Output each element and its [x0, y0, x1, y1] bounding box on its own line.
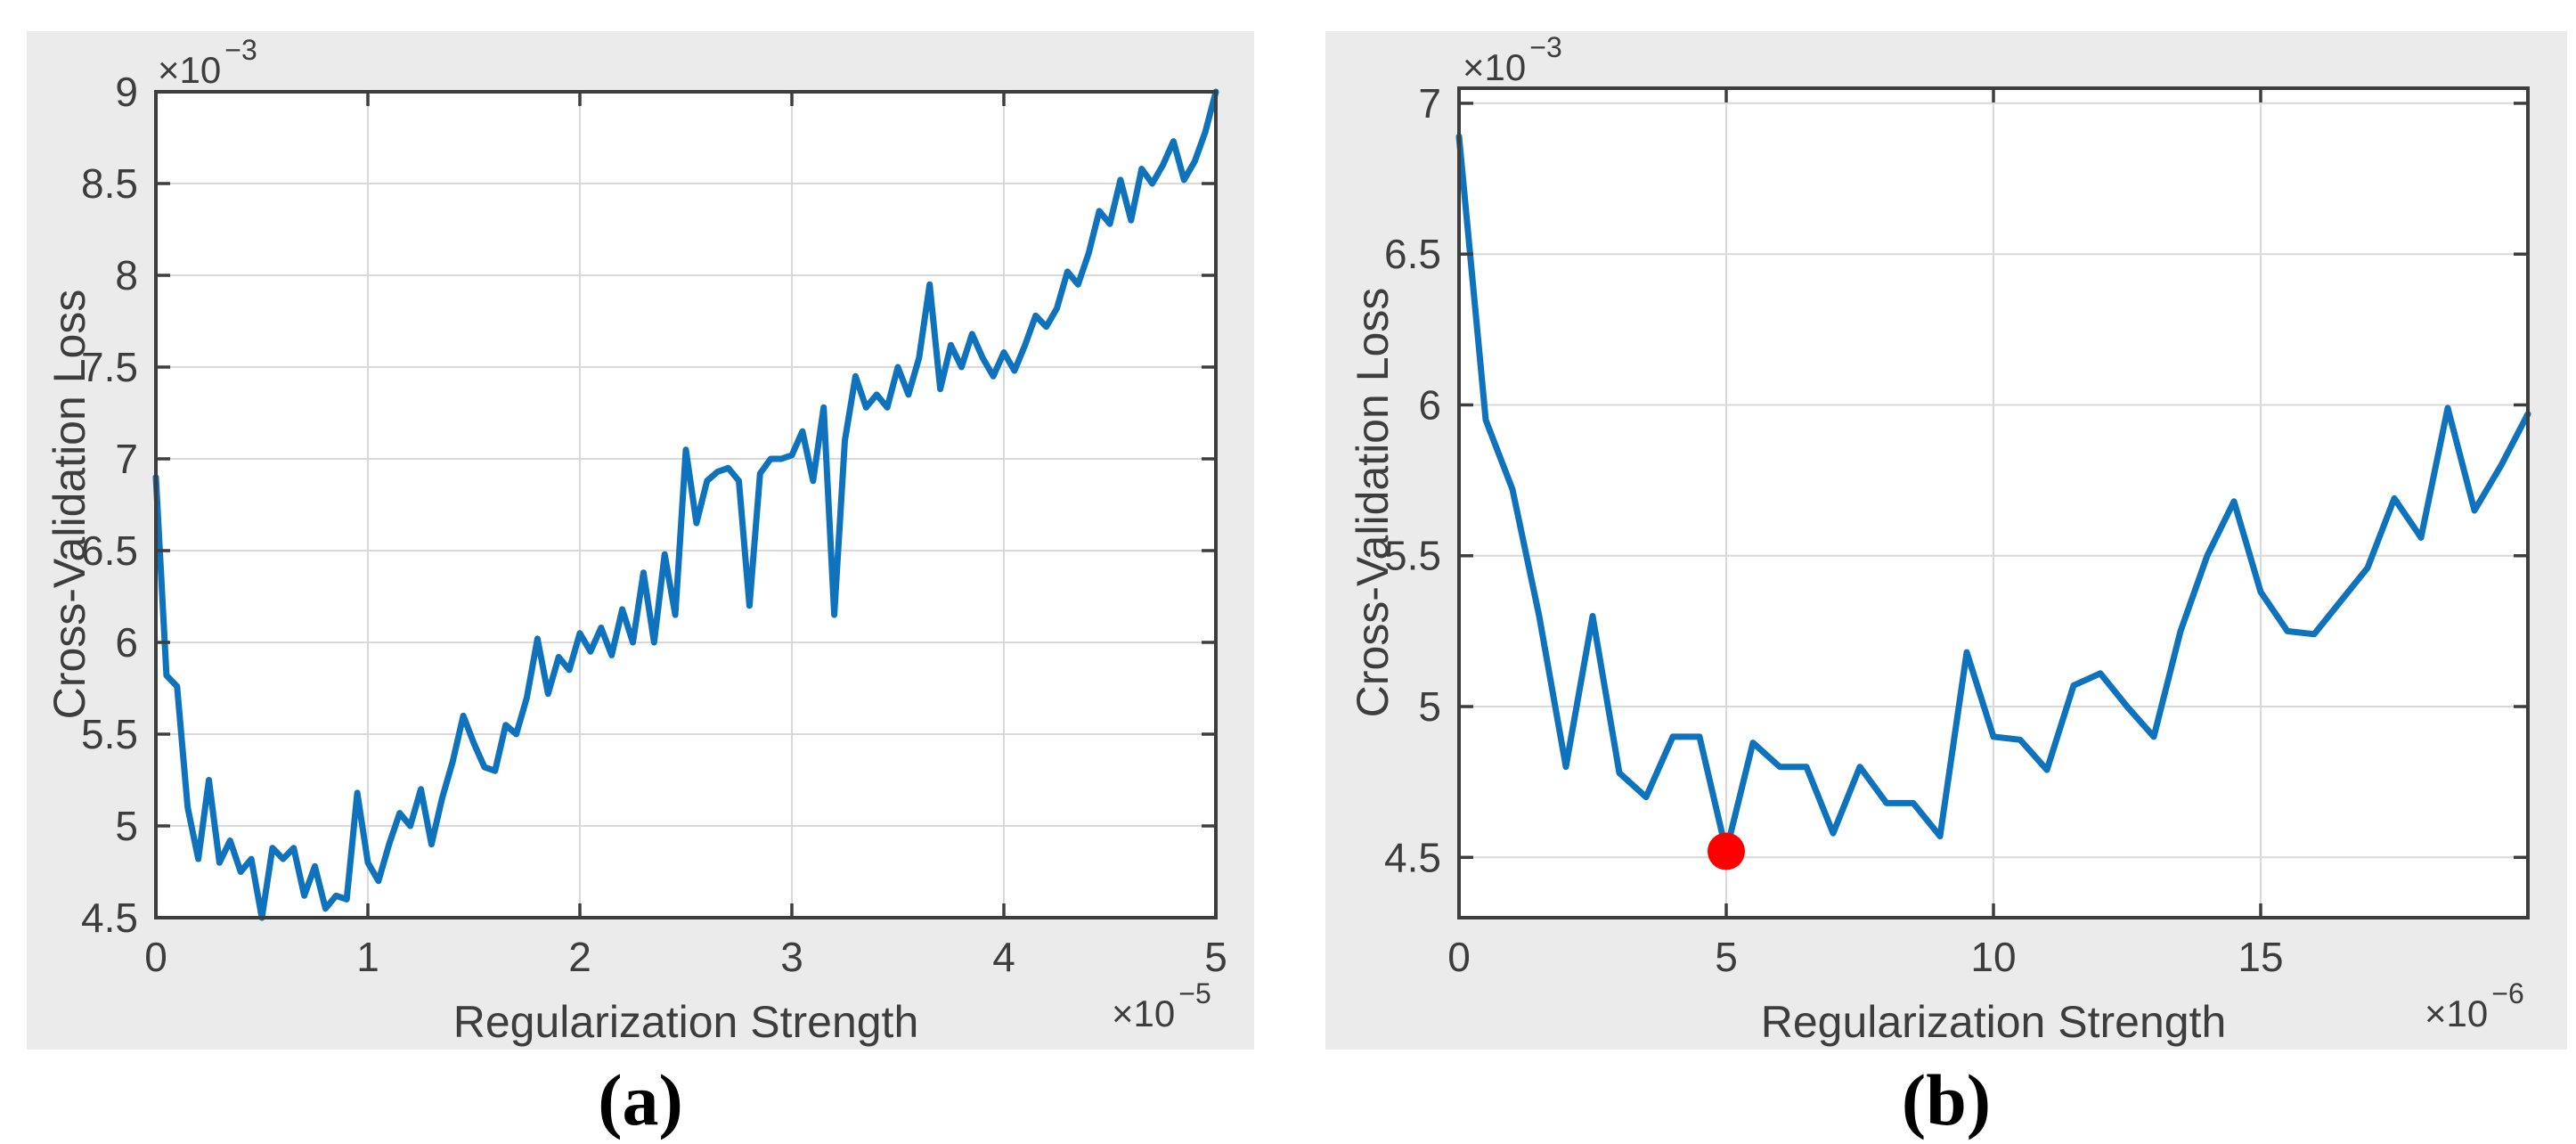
x-axis-label-b: Regularization Strength — [1761, 997, 2227, 1047]
y-tick-label: 5 — [1418, 683, 1441, 730]
y-tick-label: 4.5 — [81, 895, 138, 941]
y-tick-label: 8 — [115, 252, 138, 298]
y-tick-label: 6.5 — [81, 527, 138, 574]
y-axis-label-b: Cross-Validation Loss — [1348, 288, 1398, 718]
y-tick-label: 6.5 — [1384, 231, 1441, 277]
x-tick-label: 15 — [2238, 934, 2283, 980]
axes-box — [154, 90, 1218, 919]
y-tick-label: 5.5 — [81, 711, 138, 757]
x-tick-label: 1 — [356, 934, 379, 980]
x-tick-label: 10 — [1970, 934, 2016, 980]
loss-curve — [152, 88, 1219, 921]
x-axis-label-a: Regularization Strength — [453, 997, 919, 1047]
x-tick-label: 0 — [1447, 934, 1471, 980]
x-tick-label: 2 — [568, 934, 591, 980]
y-tick-label: 7.5 — [81, 344, 138, 390]
x-tick-label: 4 — [992, 934, 1015, 980]
y-tick-label: 7 — [1418, 80, 1441, 127]
x-axis-exponent-a: ×10 −5 — [1112, 977, 1211, 1034]
chart-b: 0 5 10 15 4.5 5 5.5 6 6.5 7 Cross-Validation Loss… — [1348, 31, 2531, 1140]
x-tick-label: 0 — [144, 934, 167, 980]
y-tick-label: 5 — [115, 803, 138, 849]
y-tick-label: 5.5 — [1384, 533, 1441, 579]
y-tick-label: 9 — [115, 69, 138, 115]
y-tick-label: 8.5 — [81, 160, 138, 207]
y-axis-label-a: Cross-Validation Loss — [45, 290, 94, 720]
x-axis-exponent-b: ×10 −6 — [2425, 977, 2524, 1034]
minimum-loss-point — [1708, 832, 1745, 870]
x-tick-label: 5 — [1715, 934, 1738, 980]
plot-area — [156, 92, 1216, 918]
caption-b: (b) — [1902, 1059, 1991, 1140]
x-tick-label: 3 — [780, 934, 803, 980]
loss-curve — [1455, 133, 2531, 854]
chart-a: 0 1 2 3 4 5 4.5 5 5.5 6 6.5 7 7.5 8 8.5 9 Cross-Validat… — [45, 34, 1227, 1140]
y-tick-label: 4.5 — [1384, 834, 1441, 880]
y-axis-exponent-b: ×10 −3 — [1463, 31, 1562, 88]
caption-a: (a) — [598, 1059, 683, 1140]
x-tick-label: 5 — [1204, 934, 1227, 980]
y-axis-exponent-a: ×10 −3 — [158, 34, 257, 91]
y-tick-label: 7 — [115, 436, 138, 482]
y-tick-label: 6 — [1418, 381, 1441, 428]
y-tick-label: 6 — [115, 619, 138, 666]
